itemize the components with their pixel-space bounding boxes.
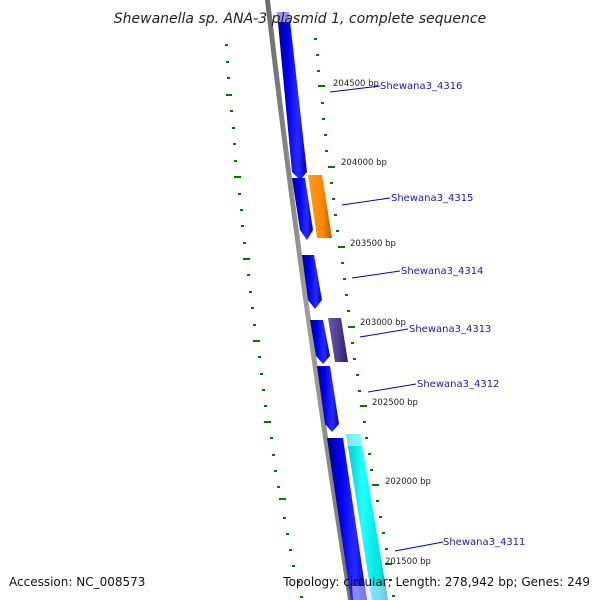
tick-label-201500: 201500 bp xyxy=(385,557,431,567)
label-line-shewana3-4314 xyxy=(351,270,401,279)
gene-arrow-forward-a[interactable] xyxy=(292,178,313,240)
label-line-shewana3-4312 xyxy=(367,383,417,393)
gene-arrow-forward-b[interactable] xyxy=(310,320,330,364)
inner-tick-arc xyxy=(225,44,303,598)
label-line-shewana3-4311 xyxy=(394,541,444,552)
gene-arrow-shewana3-4316[interactable] xyxy=(277,12,307,180)
plasmid-backbone xyxy=(265,0,353,600)
gene-arrow-shewana3-4315[interactable] xyxy=(308,175,332,238)
sequence-stats: Topology: circular; Length: 278,942 bp; … xyxy=(283,575,590,589)
gene-arrow-forward-c[interactable] xyxy=(327,438,367,600)
gene-arrow-shewana3-4312[interactable] xyxy=(317,366,339,432)
gene-arrow-shewana3-4311[interactable] xyxy=(346,434,388,600)
tick-label-204500: 204500 bp xyxy=(333,79,379,89)
gene-label-lines xyxy=(329,85,444,552)
gene-label-shewana3-4313[interactable]: Shewana3_4313 xyxy=(409,324,491,335)
label-line-shewana3-4315 xyxy=(341,197,391,206)
tick-label-202500: 202500 bp xyxy=(372,398,418,408)
map-title: Shewanella sp. ANA-3 plasmid 1, complete… xyxy=(114,11,486,27)
label-line-shewana3-4316 xyxy=(329,85,381,93)
tick-label-204000: 204000 bp xyxy=(341,158,387,168)
tick-label-203000: 203000 bp xyxy=(360,318,406,328)
gene-arrow-shewana3-4314[interactable] xyxy=(302,255,322,309)
gene-label-shewana3-4316[interactable]: Shewana3_4316 xyxy=(380,81,462,92)
accession-label: Accession: NC_008573 xyxy=(9,575,146,589)
gene-label-shewana3-4312[interactable]: Shewana3_4312 xyxy=(417,379,499,390)
gene-label-shewana3-4315[interactable]: Shewana3_4315 xyxy=(391,193,473,204)
tick-label-202000: 202000 bp xyxy=(385,477,431,487)
tick-label-203500: 203500 bp xyxy=(350,239,396,249)
gene-fade-bottom xyxy=(352,586,388,600)
gene-label-shewana3-4311[interactable]: Shewana3_4311 xyxy=(443,537,525,548)
outer-tick-arc xyxy=(314,38,395,597)
label-line-shewana3-4313 xyxy=(359,328,409,338)
gene-arrow-shewana3-4313[interactable] xyxy=(328,318,348,362)
gene-label-shewana3-4314[interactable]: Shewana3_4314 xyxy=(401,266,483,277)
